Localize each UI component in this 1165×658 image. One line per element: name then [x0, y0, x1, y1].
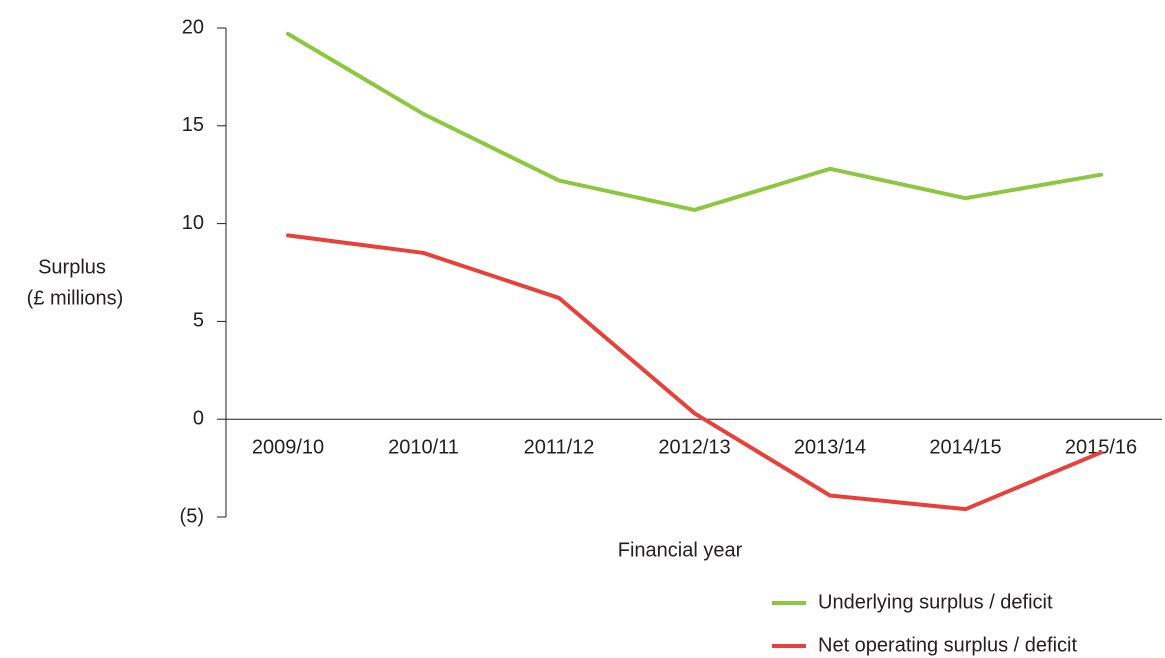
legend-label: Net operating surplus / deficit [818, 634, 1077, 656]
x-tick-label: 2010/11 [388, 436, 459, 458]
x-tick-label: 2009/10 [252, 436, 324, 458]
x-tick-label: 2011/12 [524, 436, 595, 458]
y-tick-label: 15 [182, 114, 204, 136]
y-axis-label: (£ millions) [27, 287, 124, 309]
x-tick-label: 2012/13 [658, 436, 730, 458]
x-tick-label: 2013/14 [794, 436, 866, 458]
series-line [286, 31, 1103, 212]
y-tick-label: 0 [193, 407, 204, 429]
x-axis-label: Financial year [618, 539, 743, 561]
x-tick-label: 2014/15 [929, 436, 1001, 458]
y-tick-label: 5 [193, 310, 204, 332]
y-tick-label: 10 [182, 212, 204, 234]
y-tick-label: (5) [180, 505, 204, 527]
y-tick-label: 20 [182, 16, 204, 38]
legend-label: Underlying surplus / deficit [818, 591, 1053, 613]
x-tick-label: 2015/16 [1065, 436, 1137, 458]
y-axis-label: Surplus [38, 256, 106, 278]
series-line [286, 233, 1103, 512]
